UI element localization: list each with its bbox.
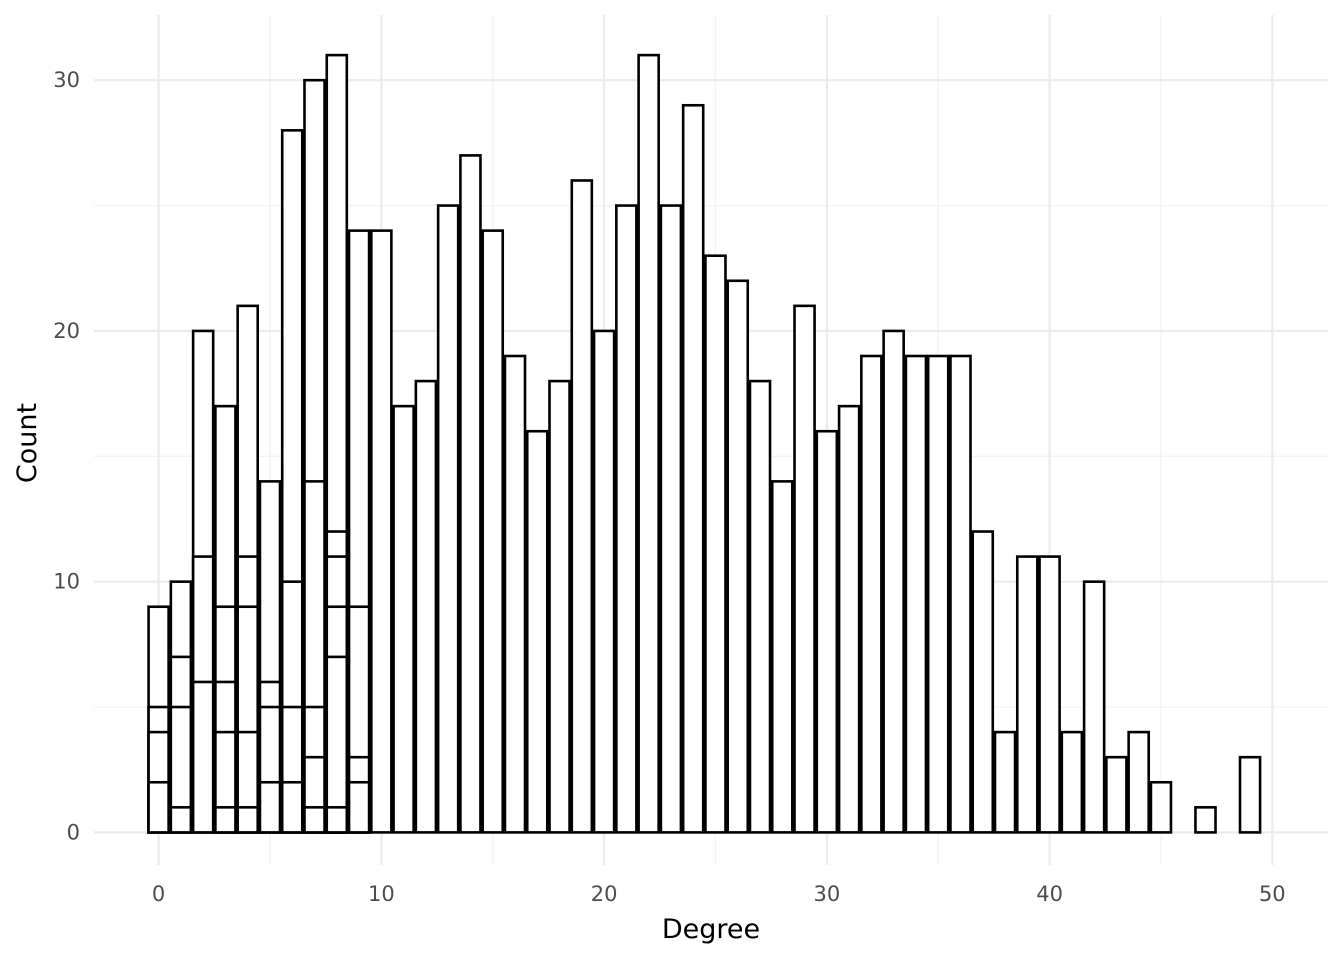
- y-tick-label: 30: [53, 68, 80, 92]
- histogram-bar-32: [860, 354, 883, 834]
- x-tick-label: 0: [152, 882, 165, 906]
- histogram-bar-18: [548, 379, 571, 834]
- histogram-bar-10: [370, 229, 393, 834]
- histogram-bar-37: [971, 530, 995, 834]
- histogram-bar-36: [949, 354, 972, 834]
- histogram-bar-40: [1038, 555, 1061, 834]
- histogram-bar-45: [1149, 780, 1173, 834]
- histogram-bar-17: [525, 429, 549, 834]
- histogram-bar-9: [347, 780, 371, 834]
- histogram-bar-2: [191, 680, 215, 834]
- histogram-bar-0: [147, 780, 170, 834]
- histogram-bar-20: [592, 329, 616, 834]
- histogram-bar-47: [1194, 806, 1217, 834]
- histogram-bar-1: [169, 806, 193, 834]
- histogram-bar-5: [258, 780, 282, 834]
- histogram-bar-12: [414, 379, 438, 834]
- histogram-bar-49: [1238, 755, 1262, 834]
- histogram-bar-15: [481, 229, 505, 834]
- histogram-bar-6: [280, 780, 304, 834]
- histogram-bars: [147, 53, 1262, 834]
- histogram-bar-4: [236, 806, 260, 834]
- histogram-bar-8: [325, 806, 349, 834]
- histogram-bar-11: [392, 404, 415, 834]
- histogram-bar-21: [615, 204, 638, 834]
- histogram-bar-33: [882, 329, 905, 834]
- histogram-bar-23: [659, 204, 683, 834]
- histogram-bar-39: [1015, 555, 1039, 834]
- histogram-bar-24: [681, 103, 705, 834]
- histogram-bar-28: [770, 480, 794, 834]
- histogram-bar-29: [793, 304, 816, 834]
- histogram-bar-22: [637, 53, 660, 834]
- histogram-bar-42: [1082, 580, 1106, 834]
- histogram-bar-19: [570, 179, 594, 834]
- y-axis-title: Count: [12, 403, 43, 483]
- x-tick-label: 40: [1036, 882, 1063, 906]
- histogram-bar-3: [214, 806, 237, 834]
- histogram-bar-7: [303, 806, 326, 834]
- x-tick-label: 30: [813, 882, 840, 906]
- histogram-bar-43: [1105, 755, 1128, 834]
- y-axis-tick-labels: 0 10 20 30: [53, 68, 80, 844]
- histogram-bar-13: [436, 204, 460, 834]
- x-tick-label: 20: [591, 882, 618, 906]
- histogram-bar-31: [837, 404, 861, 834]
- histogram-bar-26: [726, 279, 750, 834]
- histogram-bar-16: [503, 354, 527, 834]
- histogram-bar-38: [993, 730, 1017, 834]
- x-axis-tick-labels: 0 10 20 30 40 50: [152, 882, 1286, 906]
- x-tick-label: 10: [368, 882, 395, 906]
- x-tick-label: 50: [1259, 882, 1286, 906]
- x-axis-title: Degree: [662, 914, 760, 945]
- histogram-bar-35: [926, 354, 950, 834]
- y-tick-label: 0: [67, 820, 80, 844]
- histogram-bar-25: [704, 254, 727, 834]
- histogram-bar-44: [1127, 730, 1150, 834]
- histogram-bar-27: [748, 379, 772, 834]
- y-tick-label: 10: [53, 570, 80, 594]
- y-tick-label: 20: [53, 319, 80, 343]
- histogram-bar-41: [1060, 730, 1084, 834]
- histogram-bar-30: [815, 429, 839, 834]
- histogram-bar-34: [904, 354, 928, 834]
- histogram-bar-14: [459, 154, 482, 834]
